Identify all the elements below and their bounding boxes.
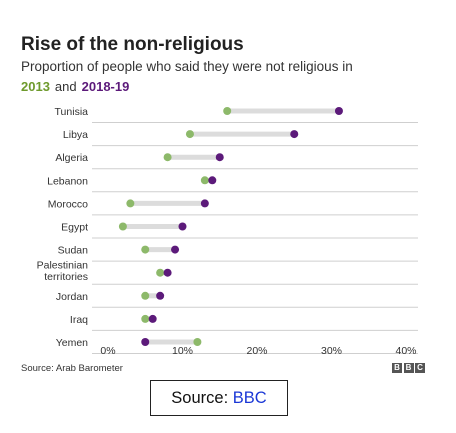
dot-2013 [185, 130, 194, 139]
x-tick-label: 10% [172, 345, 193, 357]
bbc-logo-letter-3: C [415, 363, 425, 373]
dot-2018-19 [178, 222, 187, 231]
dot-2018-19 [208, 176, 217, 185]
bbc-logo-letter-2: B [403, 363, 414, 373]
dot-2013 [163, 153, 172, 162]
dot-2018-19 [200, 199, 209, 208]
dot-plot: Tunisia Libya Algeria Lebanon Morocco Egypt Su… [37, 106, 418, 357]
dot-2013 [141, 314, 150, 323]
source-note: Source: Arab Barometer [21, 363, 123, 374]
dot-2018-19 [141, 338, 150, 346]
x-tick-label: 20% [246, 345, 267, 357]
dot-2018-19 [215, 153, 224, 162]
category-label: Lebanon [47, 175, 88, 187]
category-label: Sudan [58, 245, 89, 257]
category-label: Egypt [61, 222, 88, 234]
category-label: Jordan [56, 291, 88, 303]
category-label: Yemen [56, 337, 88, 349]
category-label: Algeria [55, 152, 88, 164]
dot-2013 [118, 222, 127, 231]
category-label: Morocco [48, 198, 88, 210]
dot-2013 [200, 176, 209, 185]
dot-2018-19 [290, 130, 299, 139]
legend: 2013 and 2018-19 [21, 79, 129, 94]
bbc-logo-letter-1: B [392, 363, 402, 373]
dot-2018-19 [334, 107, 343, 115]
x-tick-label: 40% [395, 345, 416, 357]
dot-2013 [141, 245, 150, 254]
x-tick-label: 0% [100, 345, 115, 357]
legend-2013: 2013 [21, 79, 50, 94]
dot-2013 [141, 291, 150, 300]
bbc-link[interactable]: BBC [232, 389, 267, 407]
category-label: Libya [63, 129, 88, 141]
bbc-logo: B B C [392, 363, 425, 373]
dot-2018-19 [148, 314, 157, 323]
dot-2013 [126, 199, 135, 208]
source-credit-box: Source: BBC [150, 380, 288, 416]
dot-2018-19 [171, 245, 180, 254]
category-label: Palestinian territories [37, 260, 89, 284]
credit-label: Source: [171, 389, 233, 407]
dot-2013 [223, 107, 232, 115]
x-tick-label: 30% [321, 345, 342, 357]
category-label: Iraq [70, 314, 88, 326]
dot-2013 [156, 268, 165, 277]
dot-2018-19 [156, 291, 165, 300]
chart-subtitle: Proportion of people who said they were … [21, 59, 353, 74]
chart-title: Rise of the non-religious [21, 34, 244, 55]
legend-and: and [54, 79, 77, 94]
dot-2013 [193, 338, 202, 346]
category-label: Tunisia [55, 106, 89, 118]
dot-2018-19 [163, 268, 172, 277]
legend-2018-19: 2018-19 [81, 79, 130, 94]
